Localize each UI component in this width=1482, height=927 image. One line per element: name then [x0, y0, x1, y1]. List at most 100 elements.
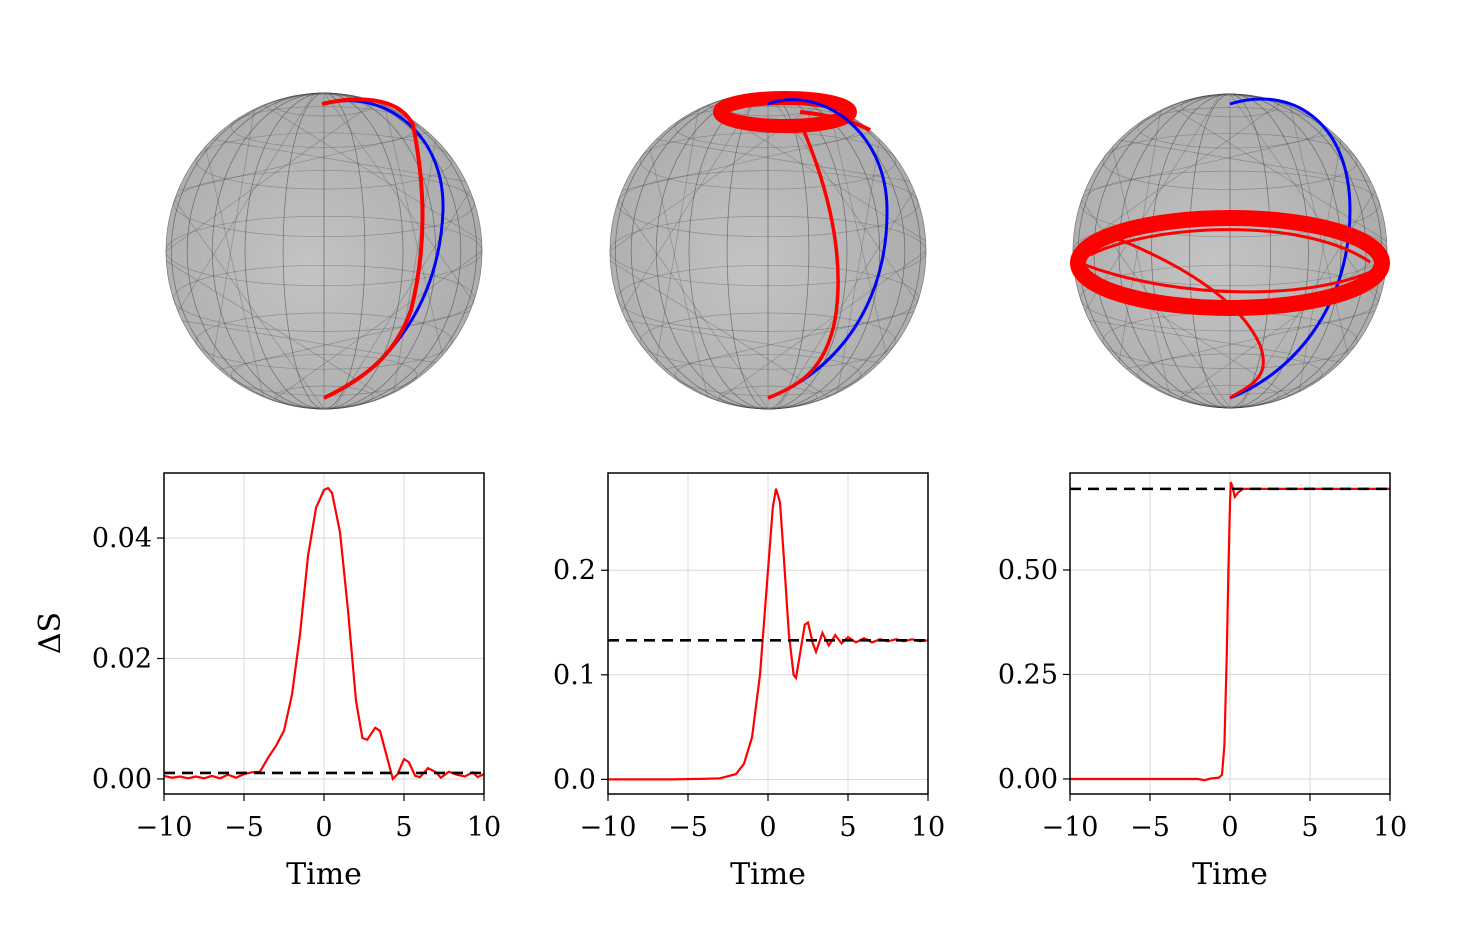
sphere-mesh-line [1179, 250, 1388, 400]
sphere-mesh-line [1084, 94, 1221, 312]
sphere-latitude [1181, 95, 1279, 118]
sphere-mesh-line [174, 199, 325, 410]
x-tick-label: 10 [467, 812, 501, 843]
x-axis-label: Time [730, 857, 806, 892]
sphere-latitude [195, 312, 453, 370]
y-tick-label: 0.00 [998, 764, 1058, 795]
sphere-latitude [165, 215, 483, 287]
sphere-longitude [171, 92, 477, 410]
sphere-longitude [1189, 93, 1271, 409]
sphere-mesh-line [166, 260, 385, 398]
sphere-mesh-line [1118, 139, 1372, 183]
sphere-mesh-line [618, 199, 769, 410]
sphere-mesh-line [837, 139, 881, 393]
sphere-body [609, 92, 927, 410]
x-tick-label: 10 [911, 812, 945, 843]
y-tick-label: 0.02 [92, 643, 152, 674]
sphere-mesh-line [1298, 139, 1342, 393]
reference-trajectory [767, 98, 889, 400]
sphere-longitude [323, 92, 325, 410]
x-tick-label: 0 [1221, 812, 1238, 843]
sphere-mesh-line [1088, 319, 1342, 363]
x-tick-label: −10 [136, 812, 193, 843]
trajectory-loops [713, 91, 857, 133]
sphere-mesh-line [393, 139, 437, 393]
sphere-latitude [1102, 133, 1358, 190]
sphere-longitude [211, 92, 437, 410]
x-tick-label: 5 [839, 812, 856, 843]
trajectory [1099, 230, 1265, 400]
sphere-latitude [230, 354, 418, 396]
sphere-mesh-line [621, 93, 759, 312]
sphere-latitude [674, 354, 862, 396]
x-tick-label: 5 [395, 812, 412, 843]
y-tick-label: 0.0 [553, 764, 596, 795]
sphere-latitude [173, 170, 475, 238]
sphere-latitude [1137, 353, 1323, 395]
x-tick-label: 5 [1301, 812, 1318, 843]
sphere-longitude [186, 92, 462, 410]
sphere-mesh-line [828, 104, 887, 356]
sphere-mesh-line [211, 109, 255, 363]
y-tick-label: 0.50 [998, 555, 1058, 586]
sphere-latitude [617, 264, 919, 332]
y-tick-label: 0.1 [553, 660, 596, 691]
sphere-mesh-line [272, 250, 483, 401]
sphere-mesh [165, 92, 483, 410]
y-tick-label: 0.25 [998, 659, 1058, 690]
x-tick-label: −5 [224, 812, 264, 843]
x-axis-label: Time [286, 857, 362, 892]
sphere-mesh-line [649, 146, 708, 398]
trajectory-inner-loop [1089, 228, 1371, 264]
sphere-longitude [171, 92, 477, 410]
sphere-longitude [186, 92, 462, 410]
sphere-mesh-line [621, 132, 873, 191]
plot-1: −10 −5 0 5 10 0.00 0.02 0.04 Time [92, 472, 501, 892]
axes-frame [1069, 472, 1391, 795]
bloch-sphere-2 [609, 91, 927, 410]
y-tick-label: 0.00 [92, 764, 152, 795]
sphere-longitude [1229, 93, 1231, 409]
sphere-latitude [617, 170, 919, 238]
sphere-latitude [1137, 107, 1323, 149]
sphere-longitude [1151, 93, 1309, 409]
reference-trajectory [1229, 97, 1352, 400]
sphere-longitude [1118, 93, 1342, 409]
sphere-latitude [1181, 384, 1279, 407]
sphere-body [165, 92, 483, 410]
sphere-mesh-line [610, 260, 829, 398]
sphere-mesh-line [165, 101, 376, 252]
trajectory [767, 121, 840, 400]
y-tick-label: 0.04 [92, 523, 152, 554]
trajectory [321, 97, 425, 400]
sphere-latitude [173, 264, 475, 332]
sphere-mesh-line [655, 109, 699, 363]
sphere-mesh-line [212, 138, 466, 182]
sphere-mesh-line [177, 132, 429, 191]
sphere-mesh-line [1084, 132, 1334, 192]
sphere-longitude [165, 92, 483, 410]
x-tick-label: 10 [1373, 812, 1407, 843]
sphere-mesh-line [656, 138, 910, 182]
sphere-longitude [211, 92, 437, 410]
bloch-sphere-3 [1070, 93, 1390, 409]
sphere-mesh-line [1126, 310, 1376, 370]
sphere-latitude [195, 132, 453, 190]
x-tick-label: 0 [315, 812, 332, 843]
sphere-mesh-line [323, 92, 474, 303]
x-tick-label: 0 [759, 812, 776, 843]
plot-3: −10 −5 0 5 10 0.00 0.25 0.50 Time [998, 472, 1407, 892]
sphere-longitude [282, 92, 366, 410]
sphere-mesh-line [205, 146, 264, 398]
axes-frame [607, 472, 929, 795]
sphere-latitude [1080, 264, 1380, 332]
sphere-longitude [282, 92, 366, 410]
sphere-mesh-line [716, 250, 927, 401]
sphere-mesh-line [1118, 109, 1162, 363]
sphere-latitude [274, 385, 374, 408]
sphere-longitude [1118, 93, 1342, 409]
trajectory-inner-loop [1084, 263, 1376, 294]
sphere-longitude [244, 92, 404, 410]
